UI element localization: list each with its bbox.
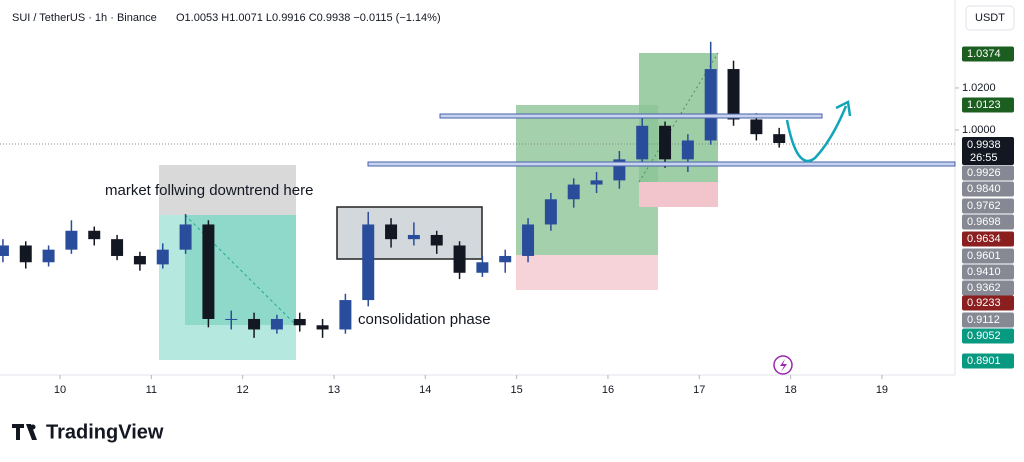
price-tag <box>962 97 1014 113</box>
candle-body <box>430 234 443 246</box>
currency-button[interactable] <box>965 5 1015 31</box>
candle-body <box>293 318 306 326</box>
price-tag-label: 0.9601 <box>967 250 1001 262</box>
price-tag <box>962 214 1014 230</box>
loss-zone <box>639 182 718 207</box>
candle-body <box>179 224 192 250</box>
price-tag <box>962 328 1014 344</box>
price-tag-label: 0.9233 <box>967 297 1001 309</box>
price-tag-label: 0.9926 <box>967 167 1001 179</box>
price-tag-label: 0.8901 <box>967 355 1001 367</box>
candle-body <box>659 125 672 160</box>
candle-body <box>339 300 352 330</box>
candles <box>0 41 786 338</box>
candle-body <box>88 230 101 240</box>
price-tag-label: 0.9634 <box>967 233 1001 245</box>
candle-body <box>567 184 580 200</box>
projection-arrow <box>835 100 852 117</box>
level-line <box>439 113 823 119</box>
candle-body <box>407 234 420 240</box>
x-tick-label: 16 <box>602 384 614 396</box>
price-tag <box>962 248 1014 264</box>
candle-body <box>385 224 398 240</box>
price-tag <box>962 137 1014 165</box>
x-tick-label: 12 <box>237 384 249 396</box>
candle-body <box>499 255 512 263</box>
price-tag <box>962 312 1014 328</box>
countdown: 26:55 <box>970 152 998 164</box>
y-tick-label: 1.0200 <box>962 82 996 94</box>
candle-body <box>19 245 32 263</box>
price-tag <box>962 181 1014 197</box>
x-tick-label: 14 <box>419 384 431 396</box>
candle-body <box>362 224 375 301</box>
price-tag-label: 0.9938 <box>967 139 1001 151</box>
candle-body <box>590 180 603 185</box>
projection-curve <box>785 105 848 163</box>
candle-body <box>704 69 717 141</box>
x-tick-label: 17 <box>693 384 705 396</box>
candle-body <box>773 134 786 143</box>
candle-body <box>750 119 763 135</box>
price-tag-label: 0.9840 <box>967 183 1001 195</box>
price-tag-label: 0.9698 <box>967 216 1001 228</box>
level-line <box>367 161 956 167</box>
ohlc: O1.0053 H1.0071 L0.9916 C0.9938 −0.0115 … <box>176 12 441 24</box>
price-tag <box>962 165 1014 181</box>
candle-body <box>111 239 124 256</box>
loss-zone <box>516 255 658 290</box>
x-tick-label: 13 <box>328 384 340 396</box>
x-tick-label: 10 <box>54 384 66 396</box>
currency: USDT <box>975 12 1005 24</box>
brand: TradingView <box>46 421 164 443</box>
x-tick-label: 11 <box>146 384 157 396</box>
price-tag-label: 1.0374 <box>967 48 1001 60</box>
price-tag <box>962 280 1014 296</box>
price-tag <box>962 353 1014 369</box>
price-tag <box>962 231 1014 247</box>
price-tag-label: 1.0123 <box>967 99 1001 111</box>
candle-body <box>316 325 329 330</box>
x-tick-label: 15 <box>511 384 523 396</box>
candle-body <box>65 230 78 250</box>
y-tick-label: 1.0000 <box>962 124 996 136</box>
candle-body <box>202 224 215 319</box>
candle-body <box>270 318 283 330</box>
candle-body <box>133 255 146 265</box>
price-tag-label: 0.9052 <box>967 330 1001 342</box>
price-tag-label: 0.9112 <box>967 314 1000 326</box>
price-tag <box>962 295 1014 311</box>
symbol: SUI / TetherUS · 1h · Binance <box>12 12 157 24</box>
candle-body <box>42 249 55 263</box>
candle-body <box>544 199 557 225</box>
candle-body <box>225 318 238 320</box>
price-tag <box>962 46 1014 62</box>
drawings <box>367 100 956 375</box>
candle-body <box>156 249 169 265</box>
candle-body <box>476 262 489 273</box>
x-tick-label: 19 <box>876 384 888 396</box>
annotation: market follwing downtrend here <box>105 182 313 199</box>
profit-zone <box>516 105 658 255</box>
price-tag-label: 0.9762 <box>967 200 1001 212</box>
price-tag <box>962 264 1014 280</box>
price-tag-label: 0.9362 <box>967 282 1001 294</box>
zone <box>159 165 296 215</box>
candle-body <box>0 245 9 256</box>
logo <box>12 424 37 440</box>
x-tick-label: 18 <box>784 384 796 396</box>
candle-body <box>522 224 535 256</box>
candle-body <box>727 69 740 120</box>
candle-body <box>453 245 466 273</box>
logo-dot <box>30 424 36 430</box>
alert-icon-bolt <box>780 359 787 372</box>
price-tag-label: 0.9410 <box>967 266 1001 278</box>
candle-body <box>248 318 261 330</box>
candle-body <box>681 140 694 160</box>
candle-body <box>636 125 649 160</box>
annotation: consolidation phase <box>358 311 491 328</box>
price-tag <box>962 198 1014 214</box>
